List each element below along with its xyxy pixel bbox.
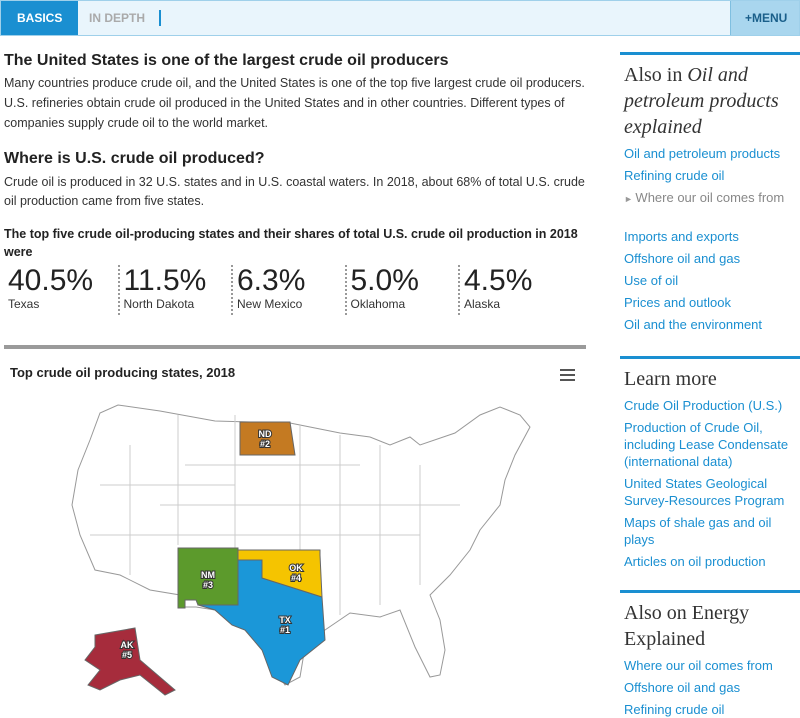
current-link: ► Where our oil comes from bbox=[624, 189, 800, 208]
stat-label: Oklahoma bbox=[350, 297, 406, 311]
state-abbr: ND bbox=[259, 429, 272, 439]
stat-value: 11.5% bbox=[123, 264, 207, 297]
heading-italic: Oil and petroleum products explained bbox=[624, 64, 779, 138]
divider bbox=[159, 10, 161, 26]
link[interactable]: Imports and exports bbox=[624, 229, 739, 244]
link[interactable]: Crude Oil Production (U.S.) bbox=[624, 398, 783, 413]
sidebar-bar bbox=[620, 590, 800, 593]
state[interactable] bbox=[84, 627, 176, 696]
link[interactable]: Oil and petroleum products bbox=[624, 146, 781, 161]
paragraph: Crude oil is produced in 32 U.S. states … bbox=[4, 175, 585, 208]
sidebar-heading: Also on Energy Explained bbox=[624, 602, 750, 650]
link[interactable]: Refining crude oil bbox=[624, 702, 725, 717]
stat-value: 5.0% bbox=[350, 264, 419, 297]
stat: 11.5% North Dakota bbox=[117, 264, 207, 315]
state-rank: #4 bbox=[291, 573, 301, 583]
intro: Many countries produce crude oil, and th… bbox=[4, 76, 585, 130]
tab-in-depth[interactable]: IN DEPTH bbox=[89, 11, 146, 25]
stat: 5.0% Oklahoma bbox=[344, 264, 419, 315]
sidebar-heading: Also in Oil and petroleum products expla… bbox=[624, 62, 799, 140]
heading: Where is U.S. crude oil produced? bbox=[4, 150, 265, 167]
link[interactable]: Where our oil comes from bbox=[624, 658, 773, 673]
state[interactable] bbox=[177, 547, 239, 609]
stat: 4.5% Alaska bbox=[458, 265, 532, 315]
state-rank: #3 bbox=[203, 580, 213, 590]
link[interactable]: Oil and the environment bbox=[624, 317, 763, 332]
stat-label: Alaska bbox=[464, 297, 501, 311]
sidebar-heading: Learn more bbox=[624, 368, 717, 390]
stat: 40.5% Texas bbox=[4, 265, 93, 315]
state[interactable] bbox=[239, 421, 296, 456]
link[interactable]: Offshore oil and gas bbox=[624, 680, 741, 695]
tab-basics[interactable]: BASICS bbox=[1, 1, 79, 35]
map: TX#1 ND#2 NM#3 OK#4 AK#5 bbox=[71, 404, 531, 696]
state-rank: #1 bbox=[280, 625, 290, 635]
stats-caption: The top five crude oil-producing states … bbox=[4, 227, 578, 259]
link[interactable]: Articles on oil production bbox=[624, 554, 766, 569]
stat-value: 6.3% bbox=[237, 264, 306, 297]
stat-value: 4.5% bbox=[464, 264, 533, 297]
sidebar-bar bbox=[620, 52, 800, 55]
state-abbr: NM bbox=[201, 570, 215, 580]
link[interactable]: United States Geological Survey-Resource… bbox=[624, 476, 785, 508]
link[interactable]: Refining crude oil bbox=[624, 168, 725, 183]
state-abbr: AK bbox=[121, 640, 134, 650]
marker: ► bbox=[624, 194, 636, 204]
state-abbr: OK bbox=[289, 563, 303, 573]
map-title: Top crude oil producing states, 2018 bbox=[10, 365, 236, 380]
stat-label: New Mexico bbox=[237, 297, 303, 311]
separator bbox=[4, 345, 586, 349]
sidebar-bar bbox=[620, 356, 800, 359]
state-borders bbox=[90, 415, 460, 615]
link[interactable]: Offshore oil and gas bbox=[624, 251, 741, 266]
heading-prefix: Also in bbox=[624, 64, 683, 86]
state-abbr: TX bbox=[279, 615, 291, 625]
link[interactable]: Use of oil bbox=[624, 273, 679, 288]
state-rank: #5 bbox=[122, 650, 132, 660]
link-text: Where our oil comes from bbox=[635, 190, 785, 205]
nav-bar: BASICS IN DEPTH +MENU bbox=[0, 0, 800, 36]
article-title: The United States is one of the largest … bbox=[4, 52, 449, 69]
us-outline bbox=[71, 404, 531, 686]
menu-icon[interactable] bbox=[560, 368, 578, 382]
link[interactable]: Maps of shale gas and oil plays bbox=[624, 515, 772, 547]
stat: 6.3% New Mexico bbox=[231, 265, 305, 315]
state-rank: #2 bbox=[260, 439, 270, 449]
menu-button[interactable]: +MENU bbox=[730, 1, 799, 35]
stat-label: North Dakota bbox=[123, 297, 195, 311]
stat-value: 40.5% bbox=[8, 264, 94, 297]
link[interactable]: Prices and outlook bbox=[624, 295, 731, 310]
link[interactable]: Production of Crude Oil, including Lease… bbox=[624, 420, 789, 469]
state[interactable] bbox=[237, 549, 323, 598]
stat-label: Texas bbox=[8, 297, 40, 311]
